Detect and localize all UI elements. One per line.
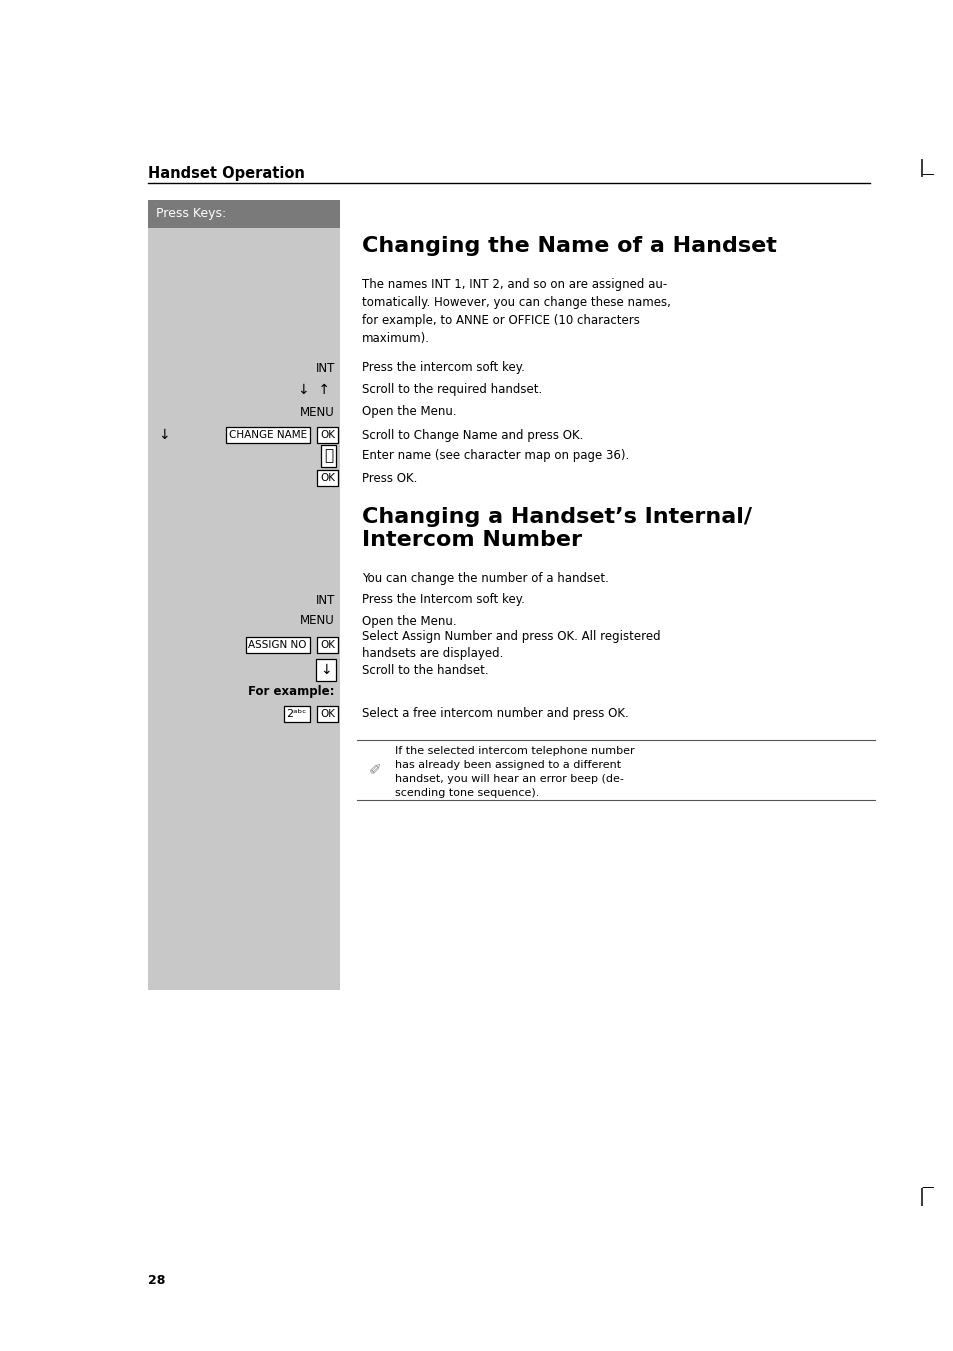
- Text: OK: OK: [319, 640, 335, 650]
- Text: 28: 28: [148, 1274, 165, 1286]
- Text: MENU: MENU: [300, 405, 335, 419]
- Text: Enter name (see character map on page 36).: Enter name (see character map on page 36…: [361, 450, 629, 462]
- Text: INT: INT: [315, 362, 335, 374]
- Text: Changing a Handset’s Internal/
Intercom Number: Changing a Handset’s Internal/ Intercom …: [361, 507, 751, 550]
- Text: Press the intercom soft key.: Press the intercom soft key.: [361, 362, 524, 374]
- Text: `: `: [152, 204, 159, 216]
- Text: ↓  ↑: ↓ ↑: [297, 382, 330, 397]
- Text: ↓: ↓: [158, 428, 170, 442]
- Text: OK: OK: [319, 473, 335, 484]
- Text: ⌗: ⌗: [323, 449, 333, 463]
- Text: Scroll to Change Name and press OK.: Scroll to Change Name and press OK.: [361, 428, 583, 442]
- Text: For example:: For example:: [248, 685, 335, 698]
- Text: Open the Menu.: Open the Menu.: [361, 615, 456, 627]
- Text: MENU: MENU: [300, 615, 335, 627]
- Text: Press Keys:: Press Keys:: [156, 208, 226, 220]
- Text: |: |: [918, 1188, 924, 1206]
- Text: Select Assign Number and press OK. All registered
handsets are displayed.: Select Assign Number and press OK. All r…: [361, 630, 659, 661]
- Text: —: —: [921, 1182, 933, 1194]
- Text: Select a free intercom number and press OK.: Select a free intercom number and press …: [361, 708, 628, 720]
- Text: Open the Menu.: Open the Menu.: [361, 405, 456, 419]
- Text: —: —: [921, 169, 933, 181]
- Text: ASSIGN NO: ASSIGN NO: [248, 640, 307, 650]
- Text: Changing the Name of a Handset: Changing the Name of a Handset: [361, 236, 776, 255]
- Text: ✐: ✐: [369, 762, 381, 777]
- Text: OK: OK: [319, 709, 335, 719]
- Text: Handset Operation: Handset Operation: [148, 166, 305, 181]
- Text: If the selected intercom telephone number
has already been assigned to a differe: If the selected intercom telephone numbe…: [395, 746, 634, 798]
- Bar: [148, 228, 339, 990]
- Text: Press the Intercom soft key.: Press the Intercom soft key.: [361, 593, 524, 607]
- Text: INT: INT: [315, 593, 335, 607]
- Text: CHANGE NAME: CHANGE NAME: [229, 430, 307, 440]
- Text: Scroll to the required handset.: Scroll to the required handset.: [361, 384, 541, 396]
- Text: 2ᵃᵇᶜ: 2ᵃᵇᶜ: [286, 709, 307, 719]
- Text: OK: OK: [319, 430, 335, 440]
- Bar: [148, 200, 339, 228]
- Text: ↓: ↓: [320, 663, 332, 677]
- Text: Scroll to the handset.: Scroll to the handset.: [361, 663, 488, 677]
- Text: The names INT 1, INT 2, and so on are assigned au-
tomatically. However, you can: The names INT 1, INT 2, and so on are as…: [361, 278, 670, 345]
- Text: |: |: [918, 159, 924, 177]
- Text: You can change the number of a handset.: You can change the number of a handset.: [361, 571, 608, 585]
- Text: Press OK.: Press OK.: [361, 471, 416, 485]
